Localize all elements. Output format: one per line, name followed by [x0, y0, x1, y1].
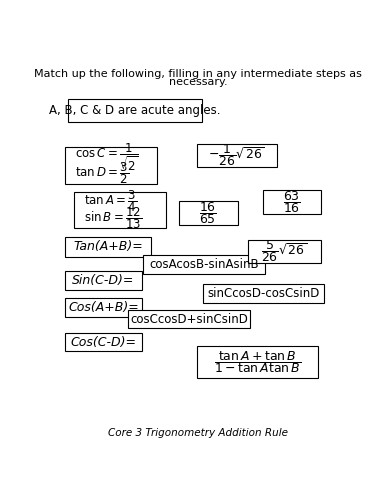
FancyBboxPatch shape — [65, 148, 157, 184]
FancyBboxPatch shape — [74, 192, 166, 228]
Text: Sin(C-D)=: Sin(C-D)= — [73, 274, 135, 287]
FancyBboxPatch shape — [263, 190, 322, 214]
FancyBboxPatch shape — [197, 346, 318, 378]
Text: necessary.: necessary. — [169, 76, 227, 86]
Text: Core 3 Trigonometry Addition Rule: Core 3 Trigonometry Addition Rule — [108, 428, 288, 438]
Text: $\dfrac{16}{65}$: $\dfrac{16}{65}$ — [199, 200, 217, 226]
FancyBboxPatch shape — [248, 240, 322, 264]
FancyBboxPatch shape — [143, 255, 264, 274]
FancyBboxPatch shape — [203, 284, 324, 302]
FancyBboxPatch shape — [65, 236, 151, 256]
Text: Match up the following, filling in any intermediate steps as: Match up the following, filling in any i… — [34, 69, 362, 79]
Text: Cos(A+B)=: Cos(A+B)= — [68, 301, 139, 314]
Text: $\tan A = \dfrac{3}{4}$: $\tan A = \dfrac{3}{4}$ — [84, 189, 137, 214]
Text: cosAcosB-sinAsinB: cosAcosB-sinAsinB — [149, 258, 259, 271]
FancyBboxPatch shape — [179, 202, 238, 225]
Text: sinCcosD-cosCsinD: sinCcosD-cosCsinD — [207, 287, 320, 300]
Text: $\dfrac{5}{26}\sqrt{26}$: $\dfrac{5}{26}\sqrt{26}$ — [261, 238, 308, 264]
Text: $\dfrac{63}{16}$: $\dfrac{63}{16}$ — [283, 189, 301, 215]
Text: $\cos C = \dfrac{1}{\sqrt{2}}$: $\cos C = \dfrac{1}{\sqrt{2}}$ — [75, 142, 139, 173]
Text: $\dfrac{\tan A + \tan B}{1 - \tan A\tan B}$: $\dfrac{\tan A + \tan B}{1 - \tan A\tan … — [214, 349, 301, 375]
Text: $-\dfrac{1}{26}\sqrt{26}$: $-\dfrac{1}{26}\sqrt{26}$ — [208, 142, 265, 168]
Text: Tan(A+B)=: Tan(A+B)= — [73, 240, 143, 253]
FancyBboxPatch shape — [128, 310, 250, 328]
Text: $\sin B = \dfrac{12}{13}$: $\sin B = \dfrac{12}{13}$ — [84, 205, 142, 231]
FancyBboxPatch shape — [197, 144, 276, 167]
Text: Cos(C-D)=: Cos(C-D)= — [71, 336, 137, 348]
FancyBboxPatch shape — [68, 100, 202, 122]
Text: cosCcosD+sinCsinD: cosCcosD+sinCsinD — [130, 312, 248, 326]
FancyBboxPatch shape — [65, 298, 142, 317]
Text: A, B, C & D are acute angles.: A, B, C & D are acute angles. — [49, 104, 221, 117]
FancyBboxPatch shape — [65, 333, 142, 351]
Text: $\tan D = \dfrac{3}{2}$: $\tan D = \dfrac{3}{2}$ — [75, 161, 129, 186]
FancyBboxPatch shape — [65, 272, 142, 290]
